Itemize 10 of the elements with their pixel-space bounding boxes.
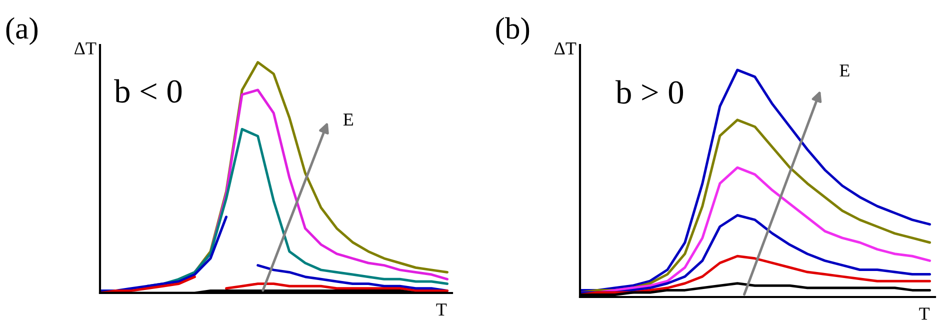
y-axis-title: ΔT [74, 42, 96, 54]
annotation: E [840, 64, 850, 76]
x-axis-title: T [919, 308, 930, 320]
x-axis-title: T [436, 304, 447, 316]
annotation: b < 0 [114, 79, 182, 103]
chart-title: (a) [6, 17, 38, 45]
chart-title: (b) [496, 17, 530, 45]
y-axis-title: ΔT [554, 42, 576, 54]
annotation: E [343, 114, 354, 126]
annotation: b > 0 [616, 80, 684, 104]
